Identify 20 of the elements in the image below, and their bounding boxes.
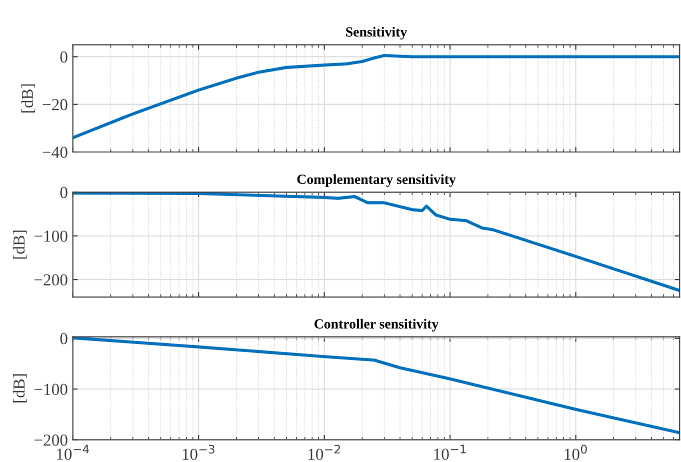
y-tick-label: −20 (42, 99, 68, 110)
chart-title: Complementary sensitivity (297, 174, 456, 187)
y-tick-label: 0 (60, 51, 68, 63)
y-axis-title: [dB] (21, 84, 36, 112)
y-axis-title: [dB] (12, 374, 27, 402)
y-tick-label: −200 (34, 434, 68, 446)
x-tick-label: 10$^{−2}$ (308, 444, 340, 460)
x-tick-label: 10$^{0}$ (564, 444, 587, 460)
y-axis-title: [dB] (12, 230, 27, 259)
chart-title: Sensitivity (346, 26, 407, 40)
y-tick-label: −100 (34, 384, 68, 396)
chart-title: Controller sensitivity (314, 318, 439, 332)
x-tick-label: 10$^{−4}$ (57, 444, 89, 460)
y-tick-label: 0 (60, 333, 68, 344)
y-tick-label: −100 (34, 230, 68, 242)
y-tick-label: −200 (34, 274, 68, 286)
x-tick-label: 10$^{−3}$ (182, 444, 214, 460)
x-tick-label: 10$^{−1}$ (434, 444, 466, 460)
y-tick-label: 0 (60, 186, 68, 198)
y-tick-label: −40 (42, 146, 68, 158)
